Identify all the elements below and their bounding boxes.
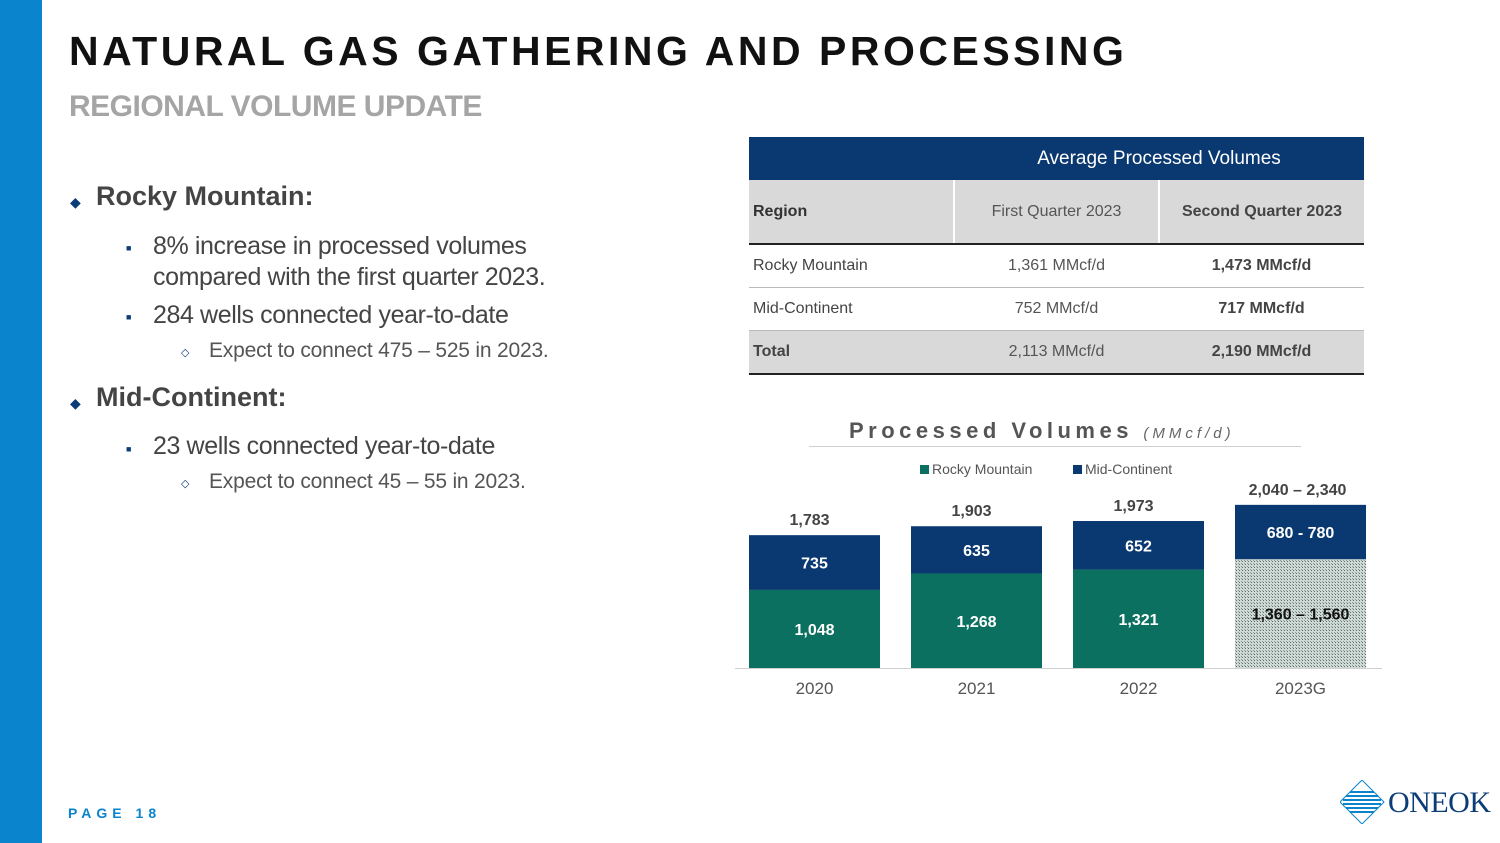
table-header-row: Region First Quarter 2023 Second Quarter… [749,180,1364,245]
bar-data-label: 652 [1125,538,1152,555]
x-tick-label: 2020 [796,679,834,698]
midcon-sub-expect: Expect to connect 45 – 55 in 2023. [209,470,526,493]
midcon-point-wells: 23 wells connected year-to-date [153,432,495,460]
bar-rocky-2022 [1073,569,1204,668]
col-header-region: Region [749,180,955,245]
page-number: PAGE 18 [68,805,162,821]
square-bullet-icon: ■ [126,444,132,454]
bar-rocky-2020 [749,589,880,668]
table-banner-spacer [749,137,954,180]
col-header-q1: First Quarter 2023 [954,180,1160,245]
cell-region: Rocky Mountain [749,244,954,288]
bar-rocky-2023G [1235,559,1366,668]
table-total-row: Total 2,113 MMcf/d 2,190 MMcf/d [749,330,1364,375]
bar-data-label: 680 - 780 [1267,525,1335,542]
cell-region: Total [749,330,954,375]
col-header-q2: Second Quarter 2023 [1159,180,1364,245]
square-bullet-icon: ■ [126,243,132,253]
chart-title-text: Processed Volumes [849,418,1133,443]
cell-region: Mid-Continent [749,287,954,331]
cell-q2: 1,473 MMcf/d [1159,244,1364,288]
hollow-diamond-bullet-icon: ◇ [181,347,190,359]
bar-data-label: 635 [963,543,990,560]
bar-data-label: 1,360 – 1,560 [1252,607,1350,624]
chart-title: Processed Volumes (MMcf/d) [809,418,1301,447]
bar-total-label: 1,783 [789,512,829,529]
bar-data-label: 1,048 [794,622,834,639]
oneok-logo-icon [1340,780,1385,824]
chart-unit-label: (MMcf/d) [1143,425,1235,442]
rocky-heading: Rocky Mountain: [96,181,314,211]
bar-data-label: 1,321 [1118,612,1158,629]
legend-swatch-midcon [1073,465,1082,474]
bar-total-label: 1,973 [1113,498,1153,515]
cell-q2: 2,190 MMcf/d [1159,330,1364,375]
table-banner: Average Processed Volumes [954,137,1364,180]
rocky-sub-expect: Expect to connect 475 – 525 in 2023. [209,339,549,362]
cell-q1: 1,361 MMcf/d [954,244,1159,288]
volumes-table: Average Processed Volumes Region First Q… [749,137,1364,375]
hollow-diamond-bullet-icon: ◇ [181,478,190,490]
slide-title: NATURAL GAS GATHERING AND PROCESSING [69,28,1128,74]
legend-swatch-rocky [920,465,929,474]
bar-midcon-2021 [911,526,1042,574]
midcon-heading: Mid-Continent: [96,382,287,412]
legend-label-midcon: Mid-Continent [1085,461,1173,477]
bar-data-label: 735 [801,556,828,573]
bar-midcon-2023G [1235,504,1366,560]
x-tick-label: 2022 [1120,679,1158,698]
bar-rocky-2021 [911,573,1042,668]
table-banner-row: Average Processed Volumes [749,137,1364,180]
table-row: Rocky Mountain 1,361 MMcf/d 1,473 MMcf/d [749,244,1364,288]
cell-q1: 2,113 MMcf/d [954,330,1159,375]
bar-midcon-2020 [749,535,880,590]
rocky-point-increase: 8% increase in processed volumes compare… [153,232,546,291]
x-tick-label: 2023G [1275,679,1326,698]
side-accent-bar [0,0,42,843]
bar-data-label: 1,268 [956,614,996,631]
legend-label-rocky: Rocky Mountain [932,461,1033,477]
legend-item-rocky: Rocky Mountain [920,461,1032,477]
diamond-bullet-icon: ◆ [70,194,81,210]
cell-q2: 717 MMcf/d [1159,287,1364,331]
bar-total-label: 2,040 – 2,340 [1249,482,1347,499]
square-bullet-icon: ■ [126,312,132,322]
logo-wordmark: ONEOK [1388,786,1491,819]
rocky-point-wells: 284 wells connected year-to-date [153,301,509,329]
bar-total-label: 1,903 [951,503,991,520]
legend-item-midcon: Mid-Continent [1073,461,1172,477]
x-tick-label: 2021 [958,679,996,698]
diamond-bullet-icon: ◆ [70,395,81,411]
cell-q1: 752 MMcf/d [954,287,1159,331]
bar-midcon-2022 [1073,521,1204,570]
slide-subtitle: REGIONAL VOLUME UPDATE [69,90,482,123]
table-row: Mid-Continent 752 MMcf/d 717 MMcf/d [749,287,1364,331]
